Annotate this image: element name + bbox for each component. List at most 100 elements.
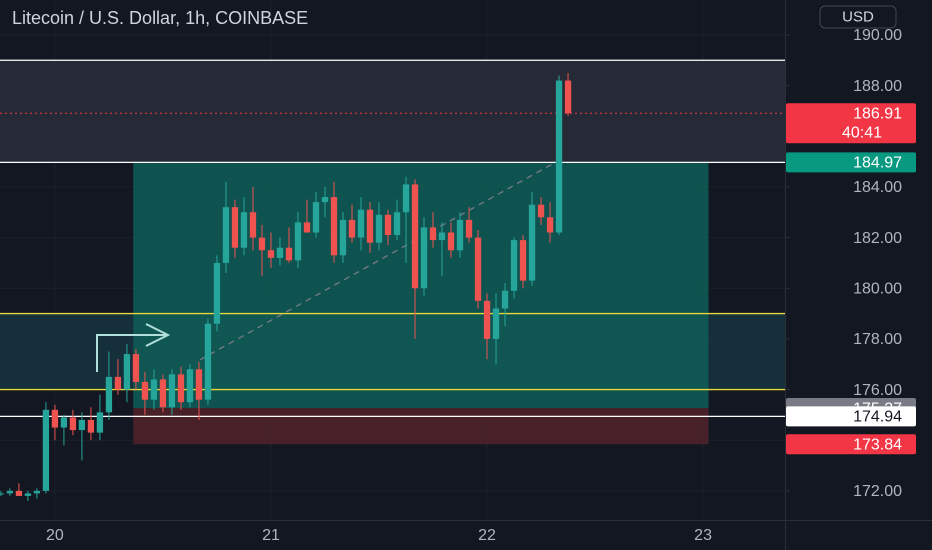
candle-body xyxy=(348,219,356,238)
candle-body xyxy=(294,222,302,261)
candle-body xyxy=(330,197,338,256)
labels: 172.00174.00176.00178.00180.00182.00184.… xyxy=(46,27,916,544)
candle-body xyxy=(483,300,491,339)
candles xyxy=(0,72,572,502)
candle-body xyxy=(285,247,293,261)
countdown-label: 40:41 xyxy=(842,124,882,141)
candle-body xyxy=(114,376,122,390)
candle-body xyxy=(96,412,104,433)
candle-body xyxy=(555,80,563,233)
candle-body xyxy=(303,222,311,233)
candle-body xyxy=(384,214,392,236)
candle-body xyxy=(231,207,239,248)
candle-body xyxy=(6,490,14,494)
y-tick-label: 176.00 xyxy=(853,382,902,399)
candle-body xyxy=(276,247,284,258)
price-tag xyxy=(786,103,916,144)
candle-body xyxy=(537,204,545,218)
price-tag-label: 184.97 xyxy=(853,155,902,172)
candle-body xyxy=(150,379,158,400)
candle-body xyxy=(528,204,536,281)
currency-button[interactable]: USD xyxy=(819,5,897,29)
candle-body xyxy=(141,381,149,400)
candle-body xyxy=(33,490,41,494)
candle-body xyxy=(519,240,527,281)
candle-body xyxy=(402,184,410,213)
y-tick-label: 180.00 xyxy=(853,280,902,297)
candle-body xyxy=(339,219,347,256)
candle-body xyxy=(564,80,572,114)
x-tick-label: 20 xyxy=(46,527,64,544)
candle-body xyxy=(474,237,482,301)
candle-body xyxy=(132,354,140,382)
arrow-line xyxy=(96,334,166,372)
candle-body xyxy=(375,214,383,243)
price-tag xyxy=(786,406,916,427)
y-tick-label: 188.00 xyxy=(853,78,902,95)
currency-button-frame[interactable] xyxy=(819,5,897,29)
candle-body xyxy=(321,197,329,203)
candle-body xyxy=(438,232,446,241)
candle-body xyxy=(78,419,86,431)
price-tag xyxy=(786,434,916,455)
candle-body xyxy=(60,417,68,428)
candle-body xyxy=(267,250,275,258)
candle-body xyxy=(240,212,248,248)
price-tag-label: 173.84 xyxy=(853,436,902,453)
candle-body xyxy=(501,290,509,309)
y-tick-label: 178.00 xyxy=(853,331,902,348)
candle-body xyxy=(87,419,95,433)
candle-body xyxy=(213,262,221,324)
x-tick-label: 23 xyxy=(694,527,712,544)
candle-body xyxy=(105,376,113,413)
candle-body xyxy=(249,212,257,238)
candle-body xyxy=(366,209,374,243)
candle-body xyxy=(42,409,50,491)
candle-body xyxy=(393,212,401,236)
candle-body xyxy=(510,240,518,291)
candle-body xyxy=(159,379,167,408)
candle-body xyxy=(168,374,176,408)
candle-body xyxy=(546,217,554,233)
candle-body xyxy=(447,232,455,251)
price-tag-label: 174.94 xyxy=(853,409,902,426)
y-tick-label: 182.00 xyxy=(853,230,902,247)
candle-body xyxy=(0,493,5,495)
candle-body xyxy=(429,227,437,241)
candle-body xyxy=(222,207,230,263)
x-tick-label: 22 xyxy=(478,527,496,544)
candle-body xyxy=(177,374,185,403)
candle-body xyxy=(420,227,428,289)
candle-body xyxy=(411,184,419,289)
candle-body xyxy=(258,237,266,251)
candle-body xyxy=(69,417,77,431)
candle-body xyxy=(357,209,365,238)
candle-body xyxy=(492,308,500,339)
candle-body xyxy=(195,369,203,400)
candle-body xyxy=(204,323,212,400)
price-tag xyxy=(786,152,916,173)
chart-title: Litecoin / U.S. Dollar, 1h, COINBASE xyxy=(12,8,308,28)
y-tick-label: 172.00 xyxy=(853,483,902,500)
candle-body xyxy=(186,369,194,403)
candle-body xyxy=(312,202,320,233)
loss-zone xyxy=(133,408,709,445)
lines xyxy=(0,59,785,418)
candle-body xyxy=(456,219,464,251)
candle-body xyxy=(123,354,131,390)
x-tick-label: 21 xyxy=(262,527,280,544)
candle-body xyxy=(15,490,23,496)
zone xyxy=(0,60,785,163)
trendline xyxy=(199,159,561,361)
arrow-drawing xyxy=(96,323,171,372)
y-tick-label: 184.00 xyxy=(853,179,902,196)
y-tick-label: 190.00 xyxy=(853,27,902,44)
price-tag-label: 186.91 xyxy=(853,105,902,122)
candle-body xyxy=(465,219,473,238)
candle-body xyxy=(24,493,32,496)
currency-label[interactable]: USD xyxy=(842,8,874,25)
candle-body xyxy=(51,409,59,428)
arrow-head xyxy=(145,323,171,347)
